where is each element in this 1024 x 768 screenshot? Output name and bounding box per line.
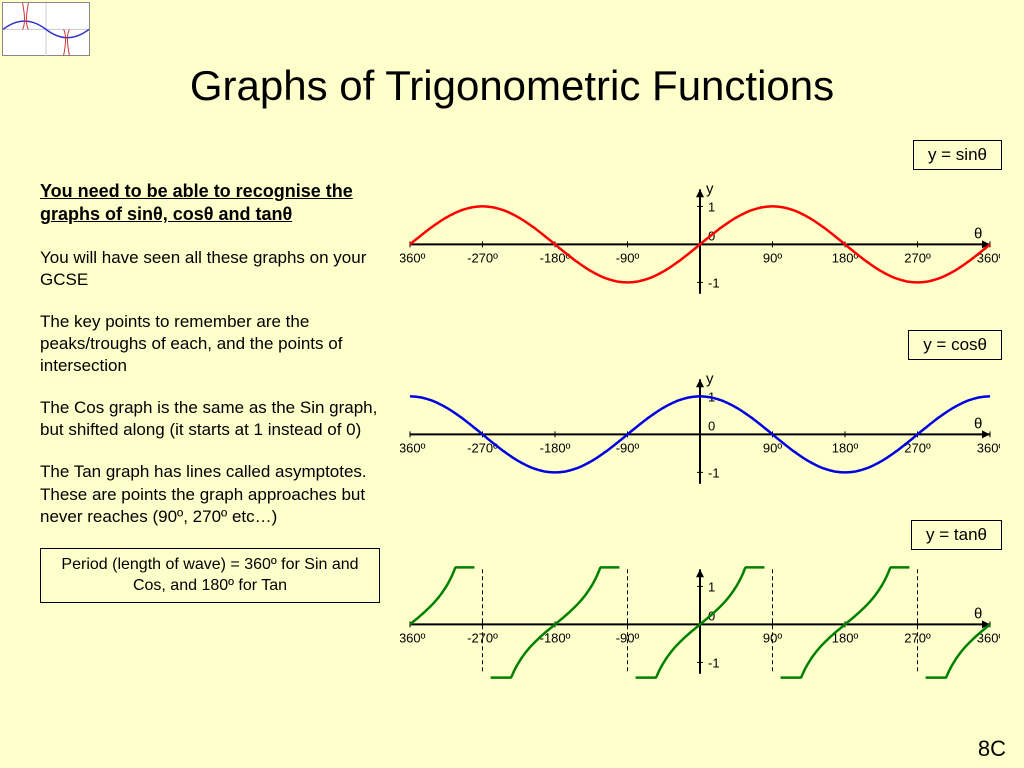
- svg-text:0: 0: [708, 418, 715, 433]
- sin-label: y = sinθ: [913, 140, 1002, 170]
- svg-text:-1: -1: [708, 465, 720, 480]
- sin-chart: y = sinθ yθ-360º-270º-180º-90º90º180º270…: [400, 140, 1010, 320]
- svg-text:360º: 360º: [977, 440, 1000, 455]
- tan-chart: y = tanθ θ-360º-270º-180º-90º90º180º270º…: [400, 520, 1010, 700]
- period-note: Period (length of wave) = 360º for Sin a…: [40, 548, 380, 604]
- svg-text:y: y: [706, 370, 714, 387]
- svg-text:90º: 90º: [763, 250, 782, 265]
- svg-text:1: 1: [708, 579, 715, 594]
- svg-text:θ: θ: [974, 415, 982, 432]
- svg-text:-1: -1: [708, 655, 720, 670]
- page-number: 8C: [978, 736, 1006, 762]
- paragraph-1: You will have seen all these graphs on y…: [40, 247, 380, 291]
- cos-chart: y = cosθ yθ-360º-270º-180º-90º90º180º270…: [400, 330, 1010, 510]
- svg-text:θ: θ: [974, 225, 982, 242]
- paragraph-4: The Tan graph has lines called asymptote…: [40, 461, 380, 527]
- svg-text:90º: 90º: [763, 440, 782, 455]
- svg-text:-1: -1: [708, 275, 720, 290]
- slide-thumbnail: [2, 2, 90, 56]
- svg-text:-360º: -360º: [400, 630, 426, 645]
- svg-text:θ: θ: [974, 605, 982, 622]
- svg-text:-360º: -360º: [400, 250, 426, 265]
- text-column: You need to be able to recognise the gra…: [40, 180, 380, 623]
- svg-text:270º: 270º: [904, 250, 931, 265]
- tan-label: y = tanθ: [911, 520, 1002, 550]
- intro-text: You need to be able to recognise the gra…: [40, 180, 380, 227]
- paragraph-2: The key points to remember are the peaks…: [40, 311, 380, 377]
- svg-text:-180º: -180º: [540, 440, 571, 455]
- paragraph-3: The Cos graph is the same as the Sin gra…: [40, 397, 380, 441]
- svg-text:y: y: [706, 180, 714, 197]
- page-title: Graphs of Trigonometric Functions: [0, 62, 1024, 110]
- svg-text:180º: 180º: [832, 440, 859, 455]
- cos-label: y = cosθ: [908, 330, 1002, 360]
- charts-column: y = sinθ y θ -360º -270º -180º -90º 90º 180º 270…: [400, 140, 1010, 710]
- svg-text:-270º: -270º: [467, 250, 498, 265]
- svg-text:-90º: -90º: [616, 250, 640, 265]
- svg-text:-360º: -360º: [400, 440, 426, 455]
- svg-text:1: 1: [708, 199, 715, 214]
